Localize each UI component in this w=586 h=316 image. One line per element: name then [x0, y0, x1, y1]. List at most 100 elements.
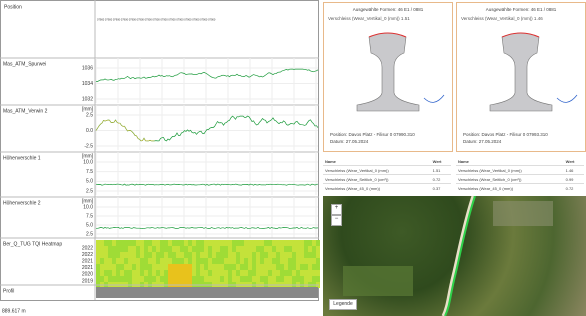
heat-cell — [116, 264, 120, 270]
map: + − Legende — [323, 196, 586, 316]
heat-cell — [228, 276, 232, 282]
heat-cell — [180, 276, 184, 282]
heat-cell — [280, 258, 284, 264]
heat-cell — [156, 246, 160, 252]
zoom-in[interactable]: + — [331, 204, 342, 215]
heat-cell — [260, 240, 264, 246]
heat-cell — [108, 270, 112, 276]
heat-cell — [316, 264, 320, 270]
heat-cell — [116, 276, 120, 282]
heat-cell — [272, 246, 276, 252]
heat-cell — [192, 252, 196, 258]
y-tick-label: 2021 — [82, 265, 93, 271]
heat-cell — [228, 240, 232, 246]
heat-cell — [164, 276, 168, 282]
heat-cell — [276, 258, 280, 264]
heat-cell — [172, 276, 176, 282]
heat-cell — [224, 252, 228, 258]
heat-cell — [188, 276, 192, 282]
heat-cell — [212, 258, 216, 264]
heat-cell — [132, 246, 136, 252]
heat-cell — [180, 264, 184, 270]
heat-cell — [132, 264, 136, 270]
row-label: Ber_Q_TUG TQI Heatmap — [3, 241, 62, 247]
heat-cell — [136, 258, 140, 264]
heat-cell — [284, 240, 288, 246]
table-header: Wert — [564, 158, 584, 166]
heat-cell — [176, 240, 180, 246]
heat-cell — [300, 270, 304, 276]
table-row: Verschleiss (Wear_Vertikal_0 (mm))1.51 — [323, 166, 451, 175]
heat-cell — [204, 258, 208, 264]
heat-cell — [108, 264, 112, 270]
row-label: Mas_ATM_Spurwei — [3, 61, 46, 67]
heat-cell — [100, 246, 104, 252]
card-subtitle: Verschleiss (Wear_Vertikal_0 (mm)) 1.51 — [328, 16, 452, 21]
heat-cell — [256, 264, 260, 270]
heat-cell — [108, 240, 112, 246]
heat-cell — [180, 252, 184, 258]
heat-cell — [220, 276, 224, 282]
heat-cell — [296, 258, 300, 264]
heat-cell — [296, 276, 300, 282]
heat-cell — [244, 270, 248, 276]
heat-cell — [268, 240, 272, 246]
heat-cell — [164, 252, 168, 258]
heat-cell — [144, 270, 148, 276]
legend-button[interactable]: Legende — [329, 299, 357, 310]
heat-cell — [292, 240, 296, 246]
heat-cell — [116, 270, 120, 276]
heat-cell — [280, 246, 284, 252]
heat-cell — [152, 264, 156, 270]
heat-cell — [292, 252, 296, 258]
heat-cell — [292, 270, 296, 276]
heat-cell — [152, 252, 156, 258]
heat-cell — [100, 264, 104, 270]
heat-cell — [160, 246, 164, 252]
heat-cell — [144, 264, 148, 270]
y-tick-label: 2022 — [82, 252, 93, 258]
heat-cell — [184, 240, 188, 246]
heat-cell — [236, 276, 240, 282]
heat-cell — [148, 246, 152, 252]
heat-cell — [140, 246, 144, 252]
heat-cell — [280, 270, 284, 276]
heat-cell — [176, 264, 180, 270]
zoom-out[interactable]: − — [331, 215, 342, 226]
heat-cell — [152, 246, 156, 252]
table-row: Verschleiss (Wear_Vertikal_0 (mm))1.46 — [456, 166, 584, 175]
heat-cell — [172, 240, 176, 246]
heat-cell — [264, 258, 268, 264]
heat-cell — [300, 252, 304, 258]
header-row: NameWert — [323, 158, 451, 166]
heat-cell — [104, 270, 108, 276]
heat-cell — [112, 252, 116, 258]
heat-cell — [272, 258, 276, 264]
card-date: Datum: 27.05.2024 — [330, 139, 368, 144]
heat-cell — [316, 258, 320, 264]
heat-cell — [212, 264, 216, 270]
heat-cell — [300, 246, 304, 252]
heat-cell — [116, 246, 120, 252]
heat-cell — [252, 258, 256, 264]
heat-cell — [224, 258, 228, 264]
heat-cell — [188, 264, 192, 270]
heat-cell — [112, 246, 116, 252]
heat-cell — [112, 270, 116, 276]
heat-cell — [284, 252, 288, 258]
heat-cell — [232, 276, 236, 282]
heat-cell — [208, 246, 212, 252]
heat-cell — [104, 258, 108, 264]
heat-cell — [148, 240, 152, 246]
heat-cell — [236, 270, 240, 276]
table-cell: 0.37 — [431, 184, 451, 193]
y-tick-label: 2.5 — [86, 188, 93, 194]
heat-cell — [136, 240, 140, 246]
heat-cell — [212, 252, 216, 258]
heat-cell — [124, 252, 128, 258]
heat-cell — [128, 276, 132, 282]
heat-cell — [104, 276, 108, 282]
heat-cell — [268, 276, 272, 282]
